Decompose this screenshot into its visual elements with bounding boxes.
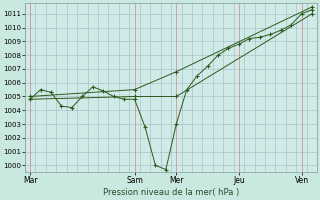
X-axis label: Pression niveau de la mer( hPa ): Pression niveau de la mer( hPa ) xyxy=(103,188,239,197)
